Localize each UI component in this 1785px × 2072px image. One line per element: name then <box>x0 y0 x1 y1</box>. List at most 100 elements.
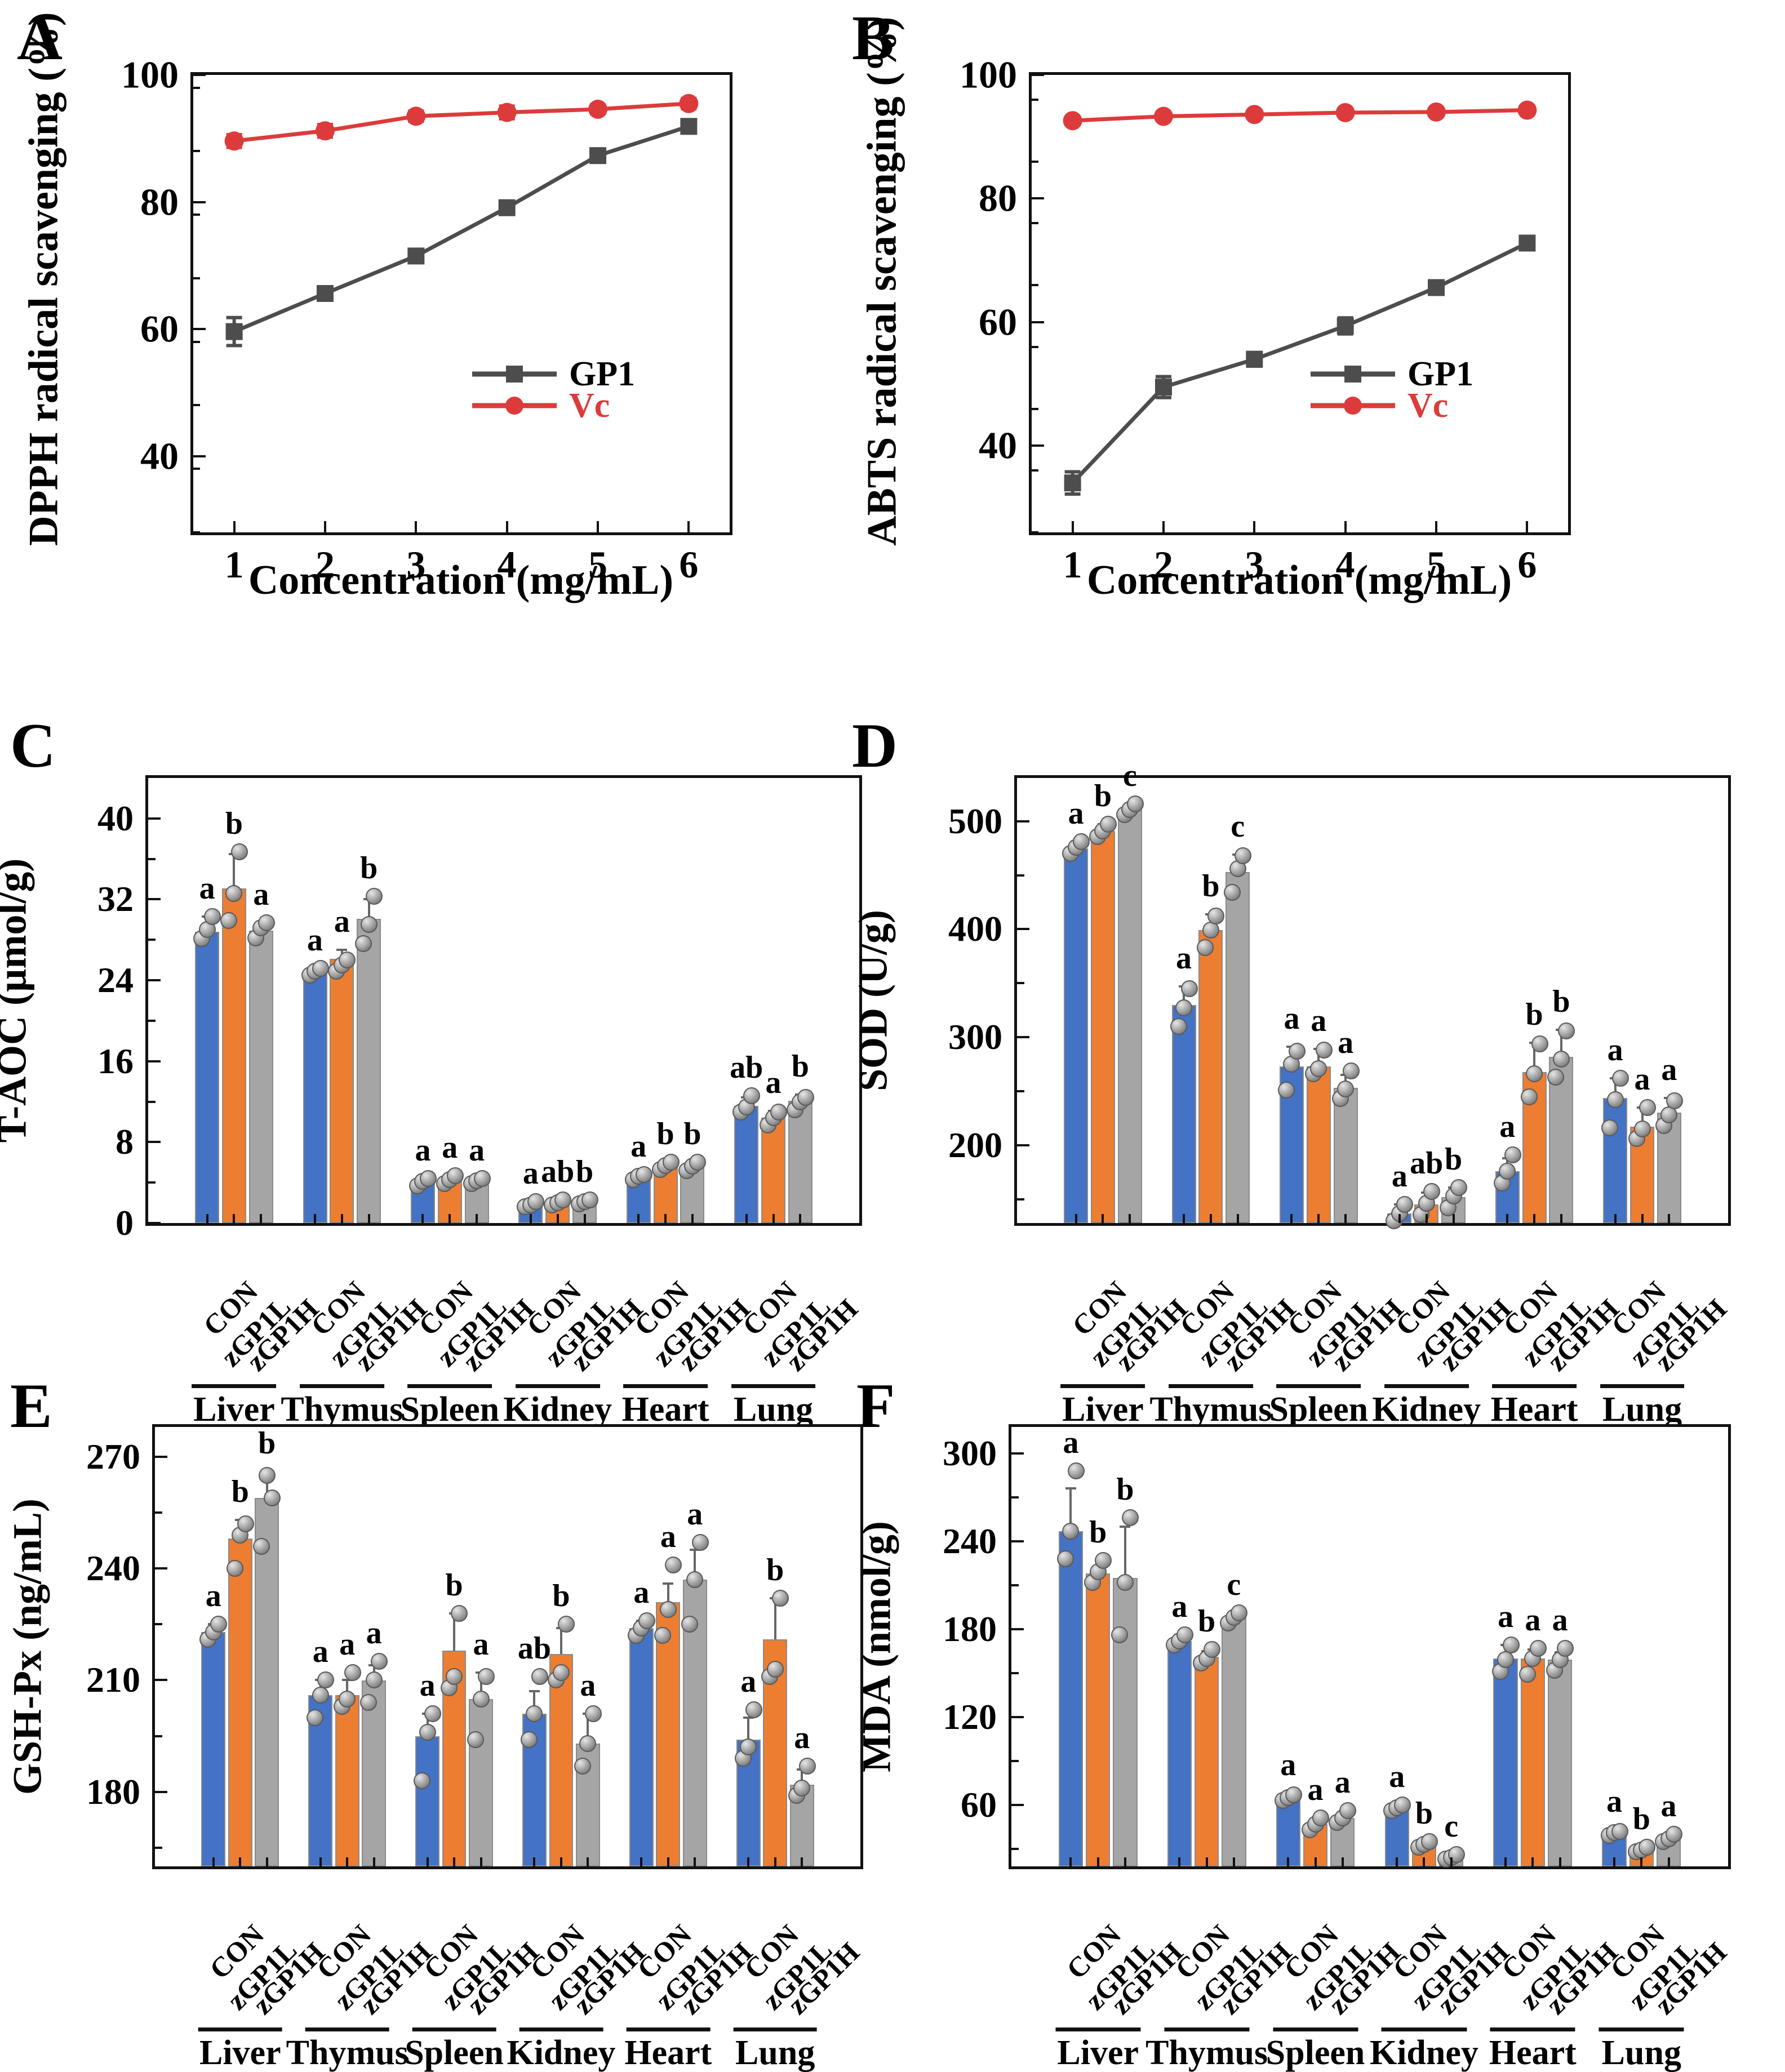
group-rule <box>733 2027 818 2031</box>
x-tick-mark <box>1178 1857 1181 1866</box>
y-minor-tick <box>148 939 156 941</box>
x-tick-mark <box>1450 1857 1453 1866</box>
x-tick-mark <box>1205 1857 1208 1866</box>
bar-liver-con <box>201 1631 226 1866</box>
legend-symbol-vc <box>472 397 557 415</box>
x-tick-mark <box>1641 1214 1644 1223</box>
y-minor-tick <box>1032 160 1038 163</box>
data-point <box>1639 1099 1656 1116</box>
x-tick-mark <box>476 1214 478 1223</box>
bar-thymus-zgp1h <box>1222 1617 1246 1866</box>
legend-item-gp1[interactable]: GP1 <box>472 355 636 394</box>
data-point <box>467 1731 485 1749</box>
bar-lung-zgp1h <box>788 1100 812 1223</box>
y-tick-mark <box>1011 1715 1024 1718</box>
line-series-svg <box>224 94 699 348</box>
legend-item-vc[interactable]: Vc <box>472 388 635 423</box>
plot-area-a: 40 60 80 100 1 2 3 4 5 6 GP1 Vc <box>121 54 732 586</box>
bar-liver-zgp1l <box>1085 1573 1111 1866</box>
data-point <box>226 1560 243 1577</box>
group-label-kidney: Kidney <box>503 1390 612 1429</box>
x-tick-mark <box>1162 521 1165 532</box>
data-point <box>1229 860 1246 878</box>
x-tick-mark <box>260 1214 263 1223</box>
data-point <box>472 1690 490 1708</box>
x-tick-mark <box>801 1857 803 1866</box>
significance-label: a <box>1068 796 1084 832</box>
group-label-lung: Lung <box>735 2034 815 2072</box>
data-point <box>1450 1179 1468 1196</box>
y-tick-label: 40 <box>140 434 179 478</box>
group-rule <box>626 2027 711 2031</box>
significance-label: b <box>231 1474 249 1510</box>
x-tick-label: 3 <box>406 543 426 586</box>
legend-item-vc[interactable]: Vc <box>1311 386 1473 425</box>
data-point <box>581 1191 599 1208</box>
significance-label: a <box>522 1156 539 1191</box>
data-point <box>1235 847 1252 865</box>
significance-label: b <box>225 806 243 842</box>
error-bar <box>1560 1029 1562 1057</box>
legend-label-vc: Vc <box>1407 386 1449 425</box>
legend-label-gp1: GP1 <box>569 355 636 394</box>
y-tick-label: 40 <box>979 424 1017 467</box>
x-tick-mark <box>774 1857 776 1866</box>
data-point <box>1499 1162 1516 1180</box>
group-label-lung: Lung <box>1601 2034 1681 2072</box>
data-point <box>1342 1062 1360 1079</box>
data-point <box>1126 795 1144 813</box>
group-label-thymus: Thymus <box>1145 2034 1268 2072</box>
y-tick-mark <box>1017 1036 1029 1039</box>
data-point <box>1315 1042 1333 1059</box>
significance-label: b <box>1632 1802 1650 1837</box>
data-point <box>344 1664 361 1682</box>
y-tick-label: 24 <box>97 960 134 1001</box>
x-tick-mark <box>1613 1857 1616 1866</box>
x-tick-mark <box>239 1857 242 1866</box>
x-tick-mark <box>265 1857 268 1866</box>
x-tick-mark <box>597 521 600 532</box>
axis-title-y-e: GSH-Px (ng/mL) <box>5 1499 50 1795</box>
data-point <box>1285 1786 1302 1803</box>
group-label-liver: Liver <box>199 2034 281 2072</box>
group-label-spleen: Spleen <box>400 1390 500 1429</box>
group-rule <box>305 2027 389 2031</box>
x-tick-mark <box>1526 521 1529 532</box>
significance-label: a <box>307 922 323 958</box>
y-tick-mark <box>1017 1144 1029 1146</box>
x-tick-mark <box>533 1857 536 1866</box>
data-point <box>317 1671 335 1689</box>
data-point <box>339 1690 356 1708</box>
y-tick-label: 270 <box>86 1436 140 1477</box>
data-point <box>307 1709 324 1726</box>
y-tick-label: 200 <box>948 1124 1002 1165</box>
data-point <box>772 1590 789 1607</box>
legend-item-gp1[interactable]: GP1 <box>1311 357 1473 392</box>
group-label-thymus: Thymus <box>286 2034 408 2072</box>
y-tick-label: 100 <box>121 53 179 96</box>
error-bar <box>479 1673 482 1699</box>
group-rule <box>1060 1384 1145 1388</box>
error-bar <box>453 1613 456 1651</box>
x-tick-mark <box>694 1857 696 1866</box>
data-point <box>1529 1639 1547 1657</box>
error-bar <box>1069 1488 1072 1531</box>
bar-liver-zgp1h <box>255 1497 279 1866</box>
significance-label: b <box>1415 1795 1433 1831</box>
significance-label: a <box>633 1575 650 1610</box>
bar-liver-con <box>1058 1531 1084 1866</box>
y-minor-tick <box>1011 1496 1019 1499</box>
data-point <box>686 1571 704 1589</box>
group-label-lung: Lung <box>1602 1390 1682 1429</box>
y-tick-mark <box>1011 1540 1024 1542</box>
y-minor-tick <box>155 1735 162 1737</box>
y-tick-mark <box>1032 74 1044 76</box>
axis-title-y-b: ABTS radical scavenging (%) <box>859 16 905 546</box>
error-bar <box>1614 1078 1617 1098</box>
significance-label: a <box>1607 1033 1623 1068</box>
bar-kidney-zgp1l <box>549 1654 574 1866</box>
y-minor-tick <box>1032 531 1038 533</box>
significance-label: a <box>1499 1109 1516 1145</box>
group-label-heart: Heart <box>1489 2034 1577 2072</box>
group-label-kidney: Kidney <box>507 2034 616 2072</box>
